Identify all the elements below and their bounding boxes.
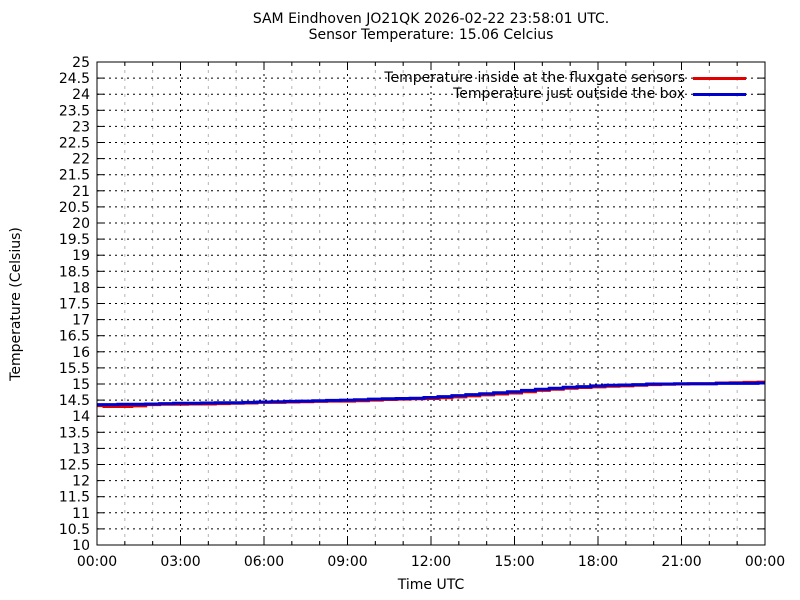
y-tick-label: 24.5 xyxy=(59,71,90,87)
y-tick-label: 14.5 xyxy=(59,393,90,409)
y-tick-label: 22 xyxy=(72,152,90,168)
y-tick-label: 23.5 xyxy=(59,103,90,119)
y-tick-label: 19 xyxy=(72,248,90,264)
title-block: SAM Eindhoven JO21QK 2026-02-22 23:58:01… xyxy=(0,11,800,43)
x-tick-label: 06:00 xyxy=(244,554,284,570)
y-tick-label: 20 xyxy=(72,216,90,232)
x-tick-label: 00:00 xyxy=(745,554,785,570)
chart-subtitle: Sensor Temperature: 15.06 Celcius xyxy=(308,27,554,43)
chart-title: SAM Eindhoven JO21QK 2026-02-22 23:58:01… xyxy=(252,11,610,27)
y-tick-label: 16 xyxy=(72,345,90,361)
y-tick-label: 12.5 xyxy=(59,458,90,474)
y-tick-label: 23 xyxy=(72,119,90,135)
y-tick-label: 11 xyxy=(72,506,90,522)
y-tick-label: 25 xyxy=(72,55,90,71)
legend-row-outside: Temperature just outside the box xyxy=(453,86,746,102)
y-tick-label: 20.5 xyxy=(59,200,90,216)
y-tick-label: 12 xyxy=(72,474,90,490)
y-tick-label: 19.5 xyxy=(59,232,90,248)
series-line-outside xyxy=(97,381,765,407)
y-tick-label: 15.5 xyxy=(59,361,90,377)
y-tick-label: 13.5 xyxy=(59,425,90,441)
y-tick-label: 21.5 xyxy=(59,168,90,184)
x-tick-label: 15:00 xyxy=(494,554,534,570)
legend: Temperature inside at the fluxgate senso… xyxy=(384,70,746,102)
x-tick-label: 18:00 xyxy=(578,554,618,570)
y-tick-label: 17 xyxy=(72,313,90,329)
y-tick-label: 11.5 xyxy=(59,490,90,506)
y-tick-label: 13 xyxy=(72,441,90,457)
legend-row-inside: Temperature inside at the fluxgate senso… xyxy=(384,70,746,86)
x-tick-label: 00:00 xyxy=(77,554,117,570)
y-tick-label: 24 xyxy=(72,87,90,103)
x-tick-label: 21:00 xyxy=(661,554,701,570)
plot-border xyxy=(96,61,766,546)
legend-line-sample-outside xyxy=(693,92,746,96)
x-tick-label: 09:00 xyxy=(327,554,367,570)
y-axis-label: Temperature (Celsius) xyxy=(8,227,24,381)
legend-line-sample-inside xyxy=(693,76,746,80)
x-axis-label: Time UTC xyxy=(397,577,465,593)
x-tick-label: 12:00 xyxy=(411,554,451,570)
y-tick-label: 18.5 xyxy=(59,264,90,280)
y-tick-label: 22.5 xyxy=(59,136,90,152)
x-tick-label: 03:00 xyxy=(160,554,200,570)
legend-label-outside: Temperature just outside the box xyxy=(453,86,685,102)
y-tick-label: 10.5 xyxy=(59,522,90,538)
y-tick-label: 14 xyxy=(72,409,90,425)
y-tick-label: 18 xyxy=(72,280,90,296)
y-tick-label: 17.5 xyxy=(59,297,90,313)
y-tick-label: 21 xyxy=(72,184,90,200)
y-tick-label: 15 xyxy=(72,377,90,393)
y-tick-label: 10 xyxy=(72,538,90,554)
legend-label-inside: Temperature inside at the fluxgate senso… xyxy=(384,70,685,86)
y-tick-label: 16.5 xyxy=(59,329,90,345)
